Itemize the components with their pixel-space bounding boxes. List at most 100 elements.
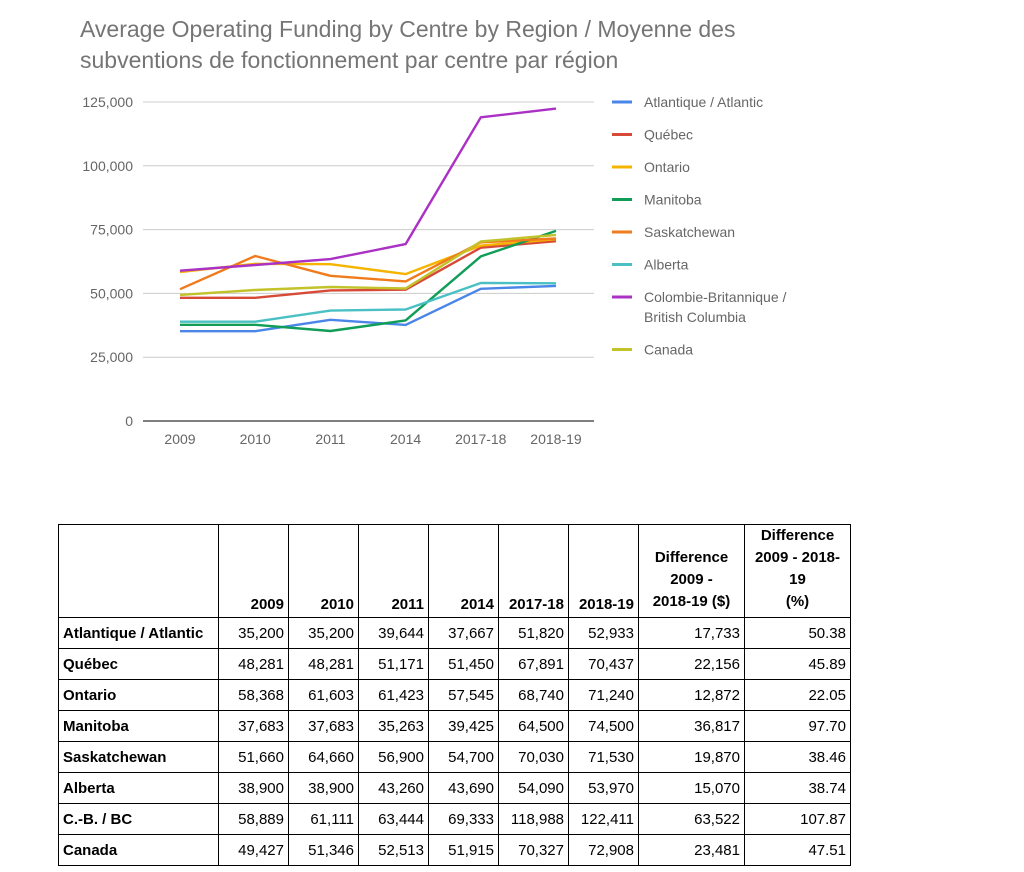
- legend-label: Colombie-Britannique /: [644, 289, 787, 305]
- value-cell: 19,870: [638, 741, 745, 773]
- value-cell: 49,427: [218, 834, 289, 866]
- legend-label: Manitoba: [644, 192, 702, 208]
- value-cell: 63,444: [358, 803, 429, 835]
- x-tick-label: 2011: [315, 431, 345, 447]
- region-name-cell: Saskatchewan: [58, 741, 219, 773]
- chart-title: Average Operating Funding by Centre by R…: [80, 16, 736, 73]
- table-header-row: 2009 2010 2011 2014 2017-18 2018-19 Difference…: [58, 524, 851, 618]
- value-cell: 35,200: [218, 617, 289, 649]
- value-cell: 122,411: [568, 803, 639, 835]
- value-cell: 39,644: [358, 617, 429, 649]
- table-body: Atlantique / Atlantic 35,200 35,200 39,644 3…: [58, 617, 851, 866]
- header-year-cell: 2014: [428, 524, 499, 618]
- value-cell: 51,820: [498, 617, 569, 649]
- legend-item: Colombie-Britannique / British Columbia: [612, 289, 787, 325]
- region-name-cell: Atlantique / Atlantic: [58, 617, 219, 649]
- value-cell: 48,281: [288, 648, 359, 680]
- legend-item: Québec: [612, 127, 693, 143]
- gridlines: [143, 101, 594, 422]
- header-difference-cell: Difference 2009 -2018-19 ($): [638, 524, 745, 618]
- legend-label: Ontario: [644, 159, 690, 175]
- value-cell: 37,683: [288, 710, 359, 742]
- header-year-cell: 2011: [358, 524, 429, 618]
- legend-label: Atlantique / Atlantic: [644, 94, 763, 110]
- legend-label: Alberta: [644, 257, 689, 273]
- value-cell: 61,603: [288, 679, 359, 711]
- legend-item: Manitoba: [612, 192, 702, 208]
- value-cell: 48,281: [218, 648, 289, 680]
- region-name-cell: Canada: [58, 834, 219, 866]
- value-cell: 36,817: [638, 710, 745, 742]
- legend-label: British Columbia: [644, 309, 746, 325]
- value-cell: 38.46: [744, 741, 851, 773]
- value-cell: 70,327: [498, 834, 569, 866]
- series-line-6: [179, 107, 557, 272]
- value-cell: 64,660: [288, 741, 359, 773]
- value-cell: 38,900: [288, 772, 359, 804]
- value-cell: 54,700: [428, 741, 499, 773]
- legend-item: Ontario: [612, 159, 690, 175]
- series-line-4: [179, 237, 557, 291]
- legend-item: Saskatchewan: [612, 224, 735, 240]
- table-row: Canada 49,427 51,346 52,513 51,915 70,327 72,9…: [58, 834, 851, 866]
- value-cell: 69,333: [428, 803, 499, 835]
- value-cell: 72,908: [568, 834, 639, 866]
- value-cell: 35,200: [288, 617, 359, 649]
- header-blank-cell: [58, 524, 219, 618]
- value-cell: 107.87: [744, 803, 851, 835]
- value-cell: 38,900: [218, 772, 289, 804]
- table-row: Ontario 58,368 61,603 61,423 57,545 68,740 71,…: [58, 679, 851, 711]
- legend-item: Atlantique / Atlantic: [612, 94, 763, 110]
- value-cell: 64,500: [498, 710, 569, 742]
- x-tick-label: 2018-19: [530, 431, 582, 447]
- y-tick-label: 100,000: [82, 158, 133, 174]
- value-cell: 70,437: [568, 648, 639, 680]
- header-year-cell: 2017-18: [498, 524, 569, 618]
- value-cell: 71,240: [568, 679, 639, 711]
- y-axis-ticks: 0 25,000 50,000 75,000 100,000 125,000: [82, 94, 133, 429]
- table-row: C.-B. / BC 58,889 61,111 63,444 69,333 118,98…: [58, 803, 851, 835]
- y-tick-label: 75,000: [90, 222, 133, 238]
- legend-label: Saskatchewan: [644, 224, 735, 240]
- y-tick-label: 125,000: [82, 94, 133, 110]
- legend-label: Québec: [644, 127, 693, 143]
- value-cell: 51,171: [358, 648, 429, 680]
- x-tick-label: 2017-18: [455, 431, 507, 447]
- value-cell: 51,660: [218, 741, 289, 773]
- value-cell: 22,156: [638, 648, 745, 680]
- legend-item: Alberta: [612, 257, 689, 273]
- value-cell: 23,481: [638, 834, 745, 866]
- series-line-5: [180, 281, 557, 323]
- x-tick-label: 2009: [164, 431, 195, 447]
- region-name-cell: Alberta: [58, 772, 219, 804]
- header-year-cell: 2018-19: [568, 524, 639, 618]
- value-cell: 54,090: [498, 772, 569, 804]
- value-cell: 38.74: [744, 772, 851, 804]
- value-cell: 43,690: [428, 772, 499, 804]
- region-name-cell: Manitoba: [58, 710, 219, 742]
- value-cell: 50.38: [744, 617, 851, 649]
- value-cell: 52,513: [358, 834, 429, 866]
- legend: Atlantique / Atlantic Québec Ontario Manito…: [612, 94, 787, 358]
- value-cell: 51,915: [428, 834, 499, 866]
- region-name-cell: Ontario: [58, 679, 219, 711]
- value-cell: 71,530: [568, 741, 639, 773]
- value-cell: 43,260: [358, 772, 429, 804]
- value-cell: 37,667: [428, 617, 499, 649]
- value-cell: 53,970: [568, 772, 639, 804]
- value-cell: 67,891: [498, 648, 569, 680]
- value-cell: 63,522: [638, 803, 745, 835]
- x-axis-ticks: 2009 2010 2011 2014 2017-18 2018-19: [164, 431, 581, 447]
- data-table: 2009 2010 2011 2014 2017-18 2018-19 Difference…: [58, 524, 851, 866]
- value-cell: 70,030: [498, 741, 569, 773]
- y-tick-label: 50,000: [90, 285, 133, 301]
- table-row: Atlantique / Atlantic 35,200 35,200 39,644 3…: [58, 617, 851, 649]
- header-year-cell: 2010: [288, 524, 359, 618]
- value-cell: 22.05: [744, 679, 851, 711]
- series-line-0: [180, 284, 557, 333]
- value-cell: 39,425: [428, 710, 499, 742]
- value-cell: 58,368: [218, 679, 289, 711]
- x-tick-label: 2014: [390, 431, 421, 447]
- value-cell: 35,263: [358, 710, 429, 742]
- value-cell: 17,733: [638, 617, 745, 649]
